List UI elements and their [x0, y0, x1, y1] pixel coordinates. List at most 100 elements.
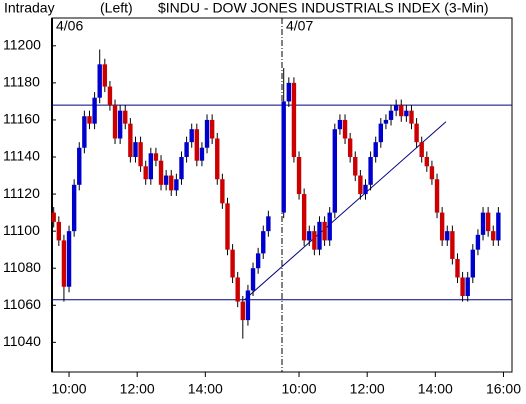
day-label: 4/06 [56, 18, 83, 34]
candle-body [460, 277, 465, 297]
candle-body [158, 160, 164, 185]
candle-body [378, 123, 384, 143]
candle-body [491, 231, 496, 241]
candle-body [194, 129, 200, 161]
candle-body [419, 142, 424, 158]
candle-body [291, 82, 297, 158]
x-tick-label: 14:00 [418, 381, 453, 397]
x-tick-label: 14:00 [188, 381, 223, 397]
chart-title: $INDU - DOW JONES INDUSTRIALS INDEX (3-M… [158, 0, 489, 16]
y-tick-label: 11120 [3, 185, 40, 201]
candle-body [133, 142, 138, 158]
candle-body [450, 231, 455, 259]
candle-body [286, 82, 292, 102]
candle-body [322, 221, 327, 241]
candle-body [414, 123, 419, 143]
candle-body [215, 138, 220, 180]
candle-body [153, 153, 159, 161]
y-tick-label: 11060 [3, 296, 41, 312]
candle-body [204, 119, 210, 148]
candle-body [296, 157, 302, 195]
candle-body [174, 179, 179, 191]
candle-body [56, 221, 62, 241]
candle-body [250, 268, 256, 291]
candle-body [169, 175, 174, 191]
candle-body [353, 157, 358, 176]
candle-body [470, 249, 476, 278]
candle-body [82, 116, 87, 148]
candle-body [71, 184, 77, 232]
candle-body [368, 157, 373, 185]
candle-body [92, 97, 97, 124]
candle-body [465, 277, 470, 297]
candle-body [97, 64, 102, 98]
candle-body [138, 142, 143, 167]
candle-body [240, 301, 246, 321]
candle-body [87, 116, 92, 124]
y-tick-label: 11200 [3, 37, 41, 53]
candle-body [388, 110, 394, 120]
candle-body [230, 249, 235, 278]
candle-body [383, 119, 389, 124]
candle-body [128, 123, 133, 158]
candle-body [358, 175, 363, 195]
candle-body [475, 234, 481, 250]
day-label: 4/07 [286, 18, 313, 34]
candle-body [199, 147, 205, 161]
x-tick-label: 16:00 [486, 381, 521, 397]
y-tick-label: 11040 [3, 333, 41, 349]
candle-body [261, 231, 266, 254]
candle-body [312, 231, 317, 250]
axis-side-label: (Left) [100, 0, 133, 16]
candle-body [347, 138, 353, 158]
y-tick-label: 11180 [3, 74, 40, 90]
y-tick-label: 11100 [3, 222, 40, 238]
candle-body [245, 290, 251, 321]
candle-body [301, 194, 307, 241]
candle-body [332, 129, 338, 213]
candle-body [393, 105, 399, 111]
candle-body [424, 157, 430, 167]
candle-body [485, 212, 491, 232]
candle-body [373, 142, 378, 158]
candle-body [439, 212, 445, 241]
candle-body [281, 101, 286, 213]
candle-body [163, 175, 169, 185]
candle-body [148, 153, 154, 180]
y-tick-label: 11160 [3, 111, 40, 127]
candle-body [255, 253, 261, 269]
trend-line [244, 121, 447, 301]
y-tick-label: 11140 [3, 148, 40, 164]
candle-body [327, 212, 332, 241]
candle-body [102, 64, 108, 87]
candle-body [342, 119, 348, 139]
candle-body [307, 231, 312, 241]
candle-body [61, 240, 67, 287]
candle-body [117, 110, 123, 139]
candle-body [225, 203, 230, 250]
candle-body [496, 212, 501, 241]
candle-body [266, 216, 271, 232]
x-tick-label: 12:00 [120, 381, 155, 397]
candle-body [445, 231, 450, 241]
candle-body [77, 147, 82, 185]
candle-body [107, 86, 113, 106]
candle-body [209, 119, 215, 139]
candle-body [123, 110, 128, 124]
candle-body [404, 110, 409, 117]
candle-body [235, 277, 240, 302]
candle-body [480, 212, 486, 235]
candle-body [337, 119, 343, 130]
candle-body [143, 166, 148, 180]
y-tick-label: 11080 [3, 259, 41, 275]
candle-body [112, 105, 118, 139]
candle-body [66, 231, 72, 287]
candle-body [51, 212, 56, 222]
candle-body [409, 110, 414, 124]
candle-body [317, 221, 322, 250]
candle-body [179, 157, 184, 180]
candle-body [363, 184, 368, 195]
x-tick-label: 10:00 [282, 381, 317, 397]
